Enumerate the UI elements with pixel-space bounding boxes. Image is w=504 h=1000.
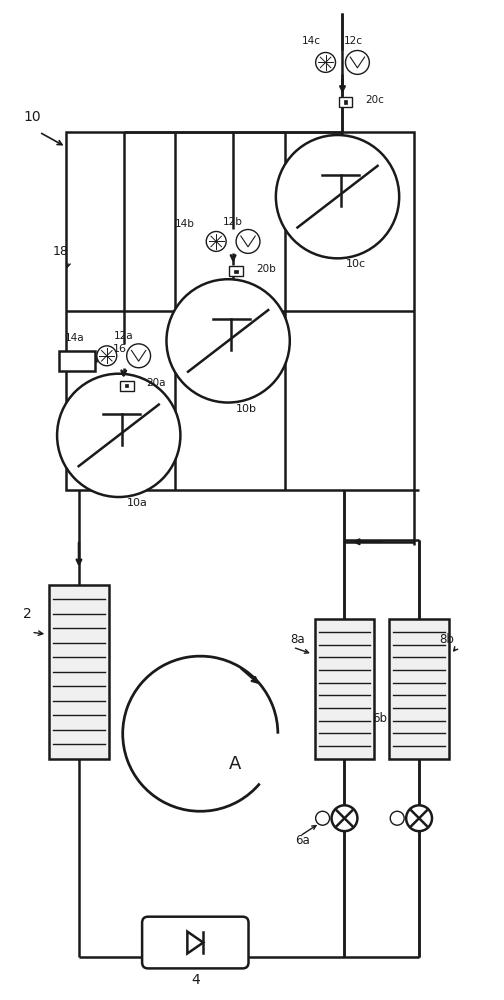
FancyBboxPatch shape bbox=[142, 917, 248, 968]
Bar bbox=[120, 381, 134, 391]
Text: 14a: 14a bbox=[66, 333, 85, 343]
Text: 18: 18 bbox=[53, 245, 69, 258]
Bar bbox=[229, 266, 243, 276]
Circle shape bbox=[345, 50, 369, 74]
Text: 8a: 8a bbox=[290, 633, 304, 646]
Circle shape bbox=[332, 805, 357, 831]
Circle shape bbox=[97, 346, 117, 366]
Text: 10: 10 bbox=[23, 110, 41, 124]
Text: 20a: 20a bbox=[147, 378, 166, 388]
Bar bbox=[125, 384, 129, 387]
Text: 12a: 12a bbox=[114, 331, 134, 341]
Text: 20c: 20c bbox=[365, 95, 384, 105]
Text: 2: 2 bbox=[23, 607, 32, 621]
Circle shape bbox=[206, 231, 226, 251]
Text: 6a: 6a bbox=[295, 834, 309, 847]
Text: 12c: 12c bbox=[343, 36, 362, 46]
Bar bbox=[234, 270, 238, 273]
Bar bbox=[59, 351, 95, 371]
Text: 4: 4 bbox=[191, 973, 200, 987]
Bar bbox=[339, 97, 352, 107]
Circle shape bbox=[236, 229, 260, 253]
Circle shape bbox=[316, 52, 336, 72]
Circle shape bbox=[316, 811, 330, 825]
Text: 14b: 14b bbox=[174, 219, 195, 229]
Text: VSD: VSD bbox=[68, 356, 86, 365]
Bar bbox=[314, 619, 374, 759]
Text: 10c: 10c bbox=[345, 259, 365, 269]
Circle shape bbox=[57, 374, 180, 497]
Text: 12b: 12b bbox=[223, 217, 243, 227]
Text: 16: 16 bbox=[113, 344, 127, 354]
Text: 14c: 14c bbox=[301, 36, 321, 46]
Circle shape bbox=[390, 811, 404, 825]
Bar bbox=[344, 100, 347, 104]
Text: 8b: 8b bbox=[439, 633, 454, 646]
Text: A: A bbox=[229, 755, 241, 773]
Bar bbox=[49, 585, 109, 759]
Circle shape bbox=[166, 279, 290, 403]
Text: 10a: 10a bbox=[127, 498, 148, 508]
Text: 10b: 10b bbox=[236, 404, 257, 414]
Text: 20b: 20b bbox=[256, 264, 276, 274]
Bar bbox=[66, 132, 414, 490]
Circle shape bbox=[127, 344, 151, 368]
Circle shape bbox=[276, 135, 399, 258]
Bar bbox=[389, 619, 449, 759]
Circle shape bbox=[406, 805, 432, 831]
Text: 6b: 6b bbox=[372, 712, 388, 725]
